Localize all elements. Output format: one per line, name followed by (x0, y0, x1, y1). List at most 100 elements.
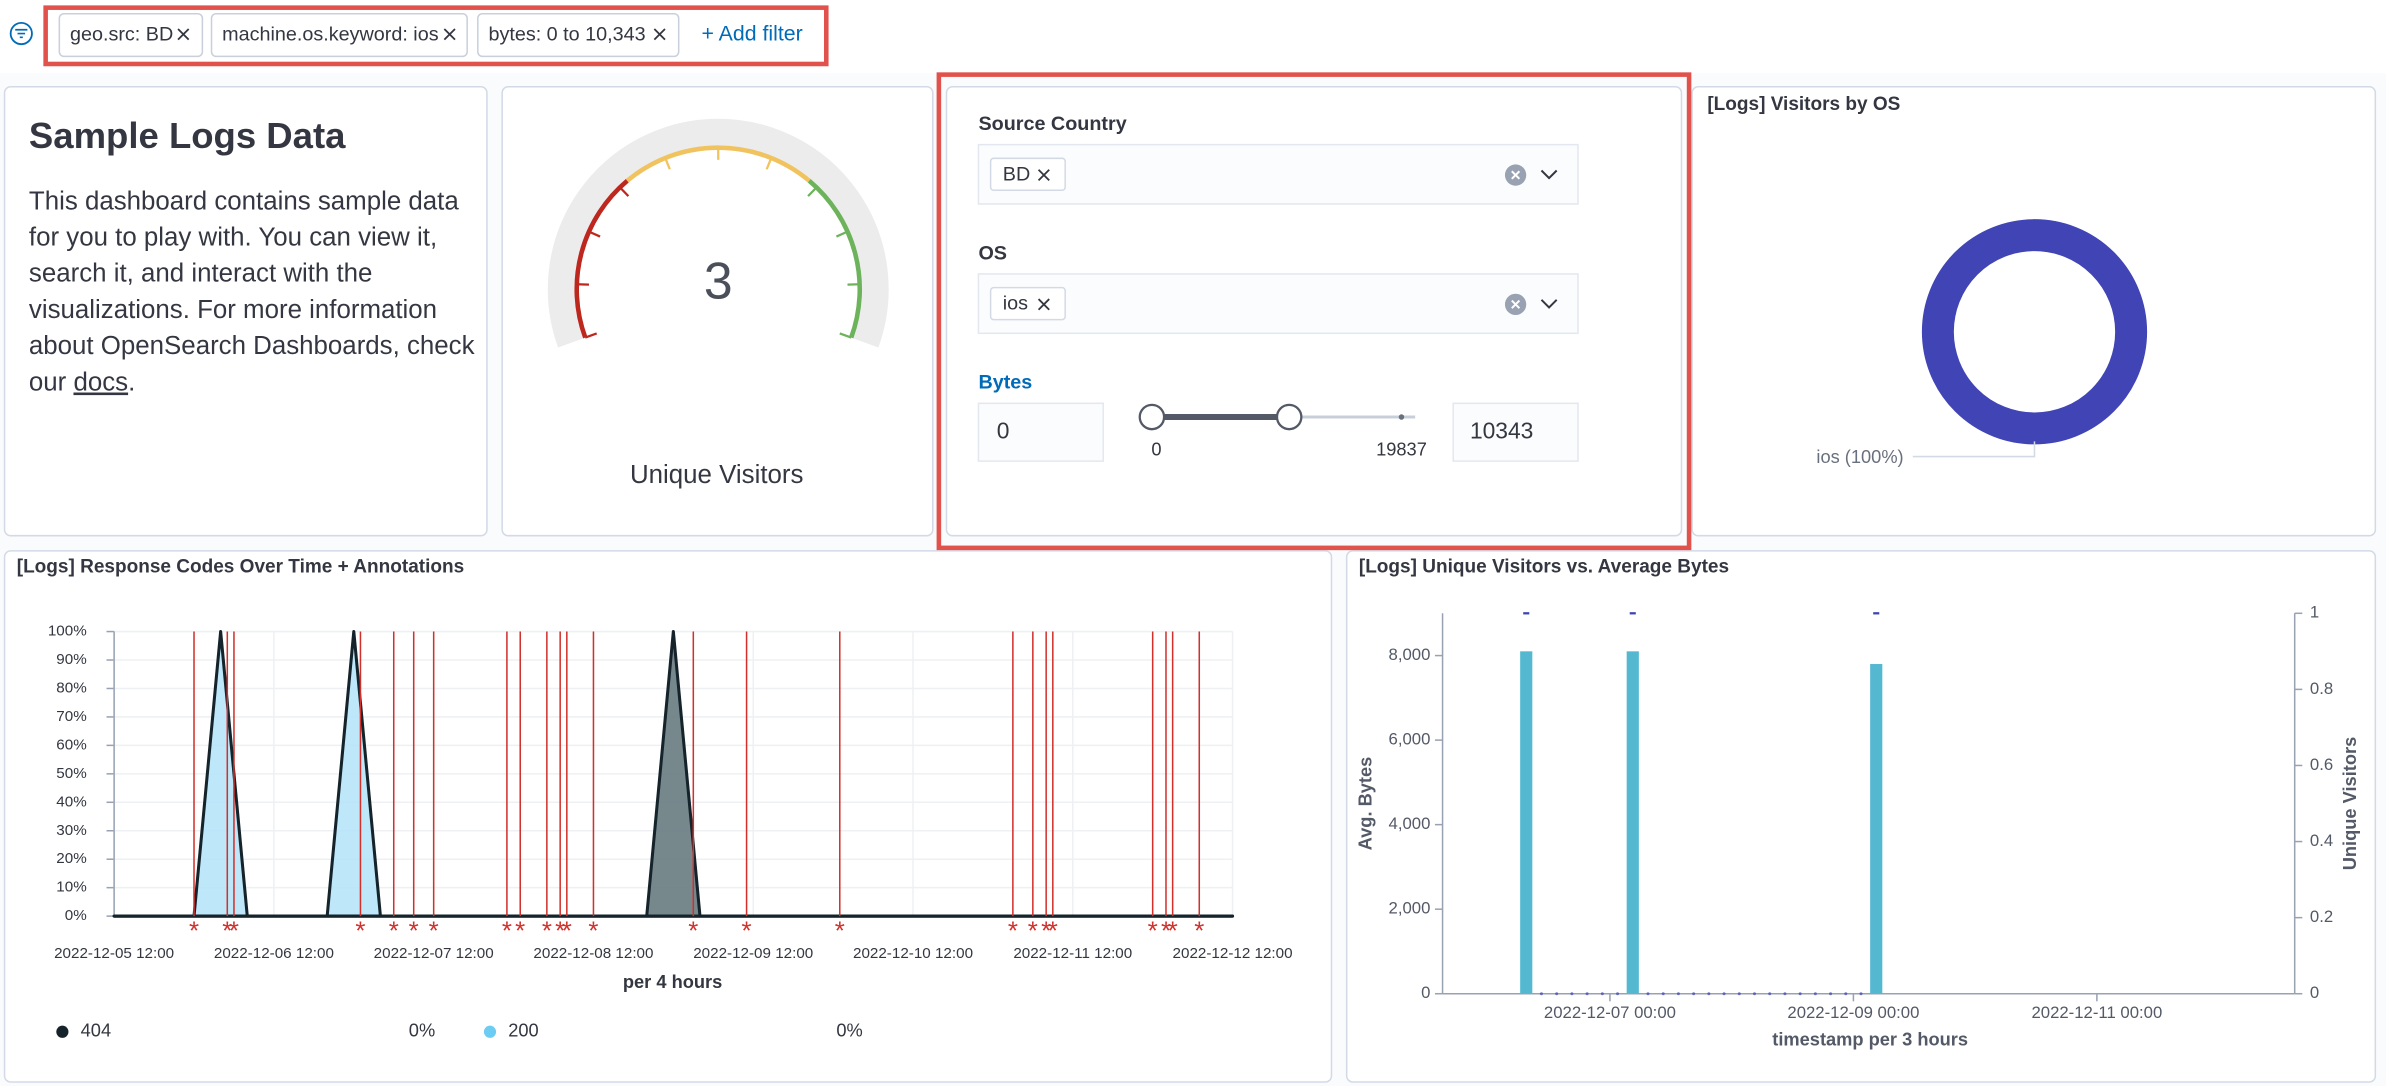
legend-value: 0% (409, 1020, 435, 1041)
x-tick-label: 2022-12-06 12:00 (214, 945, 334, 962)
legend-label[interactable]: 200 (508, 1020, 538, 1041)
x-tick-label: 2022-12-11 00:00 (2031, 1003, 2162, 1022)
x-tick-label: 2022-12-07 00:00 (1544, 1003, 1676, 1022)
annotation-marker: * (389, 918, 399, 946)
annotation-marker: * (1148, 918, 1158, 946)
annotation-marker: * (1008, 918, 1018, 946)
annotation-marker: * (542, 918, 552, 946)
chart-title: [Logs] Visitors by OS (1707, 94, 1900, 115)
y-tick-label: 60% (56, 736, 86, 753)
annotation-marker: * (229, 918, 239, 946)
control-label: Source Country (978, 113, 1126, 135)
y2-tick-label: 0.8 (2310, 679, 2333, 698)
y-tick-label: 50% (56, 765, 86, 782)
markdown-line: for you to play with. You can view it, (29, 223, 437, 251)
annotation-marker: * (588, 918, 598, 946)
add-filter[interactable]: + Add filter (701, 22, 802, 46)
marker (1844, 992, 1847, 995)
marker (1859, 992, 1862, 995)
marker (1662, 992, 1665, 995)
annotation-marker: * (562, 918, 572, 946)
combo-box[interactable] (978, 274, 1578, 333)
legend-label[interactable]: 404 (81, 1020, 111, 1041)
y-tick-label: 8,000 (1389, 645, 1431, 664)
y-tick-label: 40% (56, 793, 86, 810)
bar (1627, 651, 1639, 993)
x-axis-title: timestamp per 3 hours (1772, 1029, 1968, 1050)
control-label: Bytes (978, 372, 1032, 394)
x-tick-label: 2022-12-09 00:00 (1787, 1003, 1919, 1022)
marker (1555, 992, 1558, 995)
legend-value: 0% (836, 1020, 862, 1041)
slice-label: ios (100%) (1816, 446, 1903, 467)
filter-text: bytes: 0 to 10,343 (488, 23, 645, 45)
annotation-marker: * (1168, 918, 1178, 946)
docs-link[interactable]: docs (73, 368, 128, 396)
y-tick-label: 0% (65, 907, 87, 924)
legend-marker (56, 1026, 68, 1038)
panel (1692, 87, 2375, 536)
y-tick-label: 10% (56, 879, 86, 896)
annotation-marker: * (835, 918, 845, 946)
marker (1601, 992, 1604, 995)
y-tick-label: 90% (56, 651, 86, 668)
slider-end (1399, 414, 1404, 419)
text: our (29, 368, 74, 396)
combo-box[interactable] (978, 145, 1578, 204)
annotation-marker: * (1028, 918, 1038, 946)
marker (1570, 992, 1573, 995)
chart-title: [Logs] Response Codes Over Time + Annota… (17, 557, 464, 578)
annotation-marker: * (688, 918, 698, 946)
marker (1692, 992, 1695, 995)
y-tick-label: 70% (56, 708, 86, 725)
y-tick-label: 2,000 (1389, 899, 1431, 918)
x-tick-label: 2022-12-10 12:00 (853, 945, 973, 962)
range-input-value: 10343 (1470, 417, 1533, 443)
marker (1586, 992, 1589, 995)
x-tick-label: 2022-12-09 12:00 (693, 945, 813, 962)
x-tick-label: 2022-12-12 12:00 (1173, 945, 1293, 962)
bar (1520, 651, 1532, 993)
marker (1814, 992, 1817, 995)
x-axis-title: per 4 hours (623, 971, 722, 992)
slider-max: 19837 (1376, 438, 1427, 459)
x-tick-label: 2022-12-07 12:00 (374, 945, 494, 962)
marker (1540, 992, 1543, 995)
y2-tick-label: 0.2 (2310, 907, 2333, 926)
annotation-marker: * (742, 918, 752, 946)
y-tick-label: 0 (1421, 983, 1430, 1002)
y-axis-title: Avg. Bytes (1354, 757, 1375, 851)
marker (1783, 992, 1786, 995)
annotation-marker: * (1194, 918, 1204, 946)
marker (1829, 992, 1832, 995)
marker (1707, 992, 1710, 995)
annotation-marker: * (502, 918, 512, 946)
marker (1616, 992, 1619, 995)
selected-value: ios (1003, 293, 1028, 315)
chart-title: [Logs] Unique Visitors vs. Average Bytes (1359, 557, 1729, 578)
slider-handle[interactable] (1140, 405, 1164, 429)
markdown-line: visualizations. For more information (29, 296, 437, 324)
y-tick-label: 30% (56, 822, 86, 839)
marker (1768, 992, 1771, 995)
markdown-line: search it, and interact with the (29, 260, 373, 288)
marker (1738, 992, 1741, 995)
markdown-line: about OpenSearch Dashboards, check (29, 332, 475, 360)
marker (1646, 992, 1649, 995)
gauge-value: 3 (704, 251, 733, 309)
filter-text: machine.os.keyword: ios (222, 23, 439, 45)
markdown-line: our docs. (29, 368, 135, 396)
gauge-label: Unique Visitors (630, 461, 803, 489)
y2-tick-label: 0.6 (2310, 755, 2333, 774)
y-tick-label: 80% (56, 679, 86, 696)
y-tick-label: 6,000 (1389, 730, 1431, 749)
y2-tick-label: 1 (2310, 603, 2319, 622)
markdown-line: This dashboard contains sample data (29, 187, 459, 215)
x-tick-label: 2022-12-08 12:00 (533, 945, 653, 962)
slider-handle[interactable] (1277, 405, 1301, 429)
annotation-marker: * (1048, 918, 1058, 946)
y-tick-label: 100% (48, 623, 87, 640)
annotation-marker: * (429, 918, 439, 946)
